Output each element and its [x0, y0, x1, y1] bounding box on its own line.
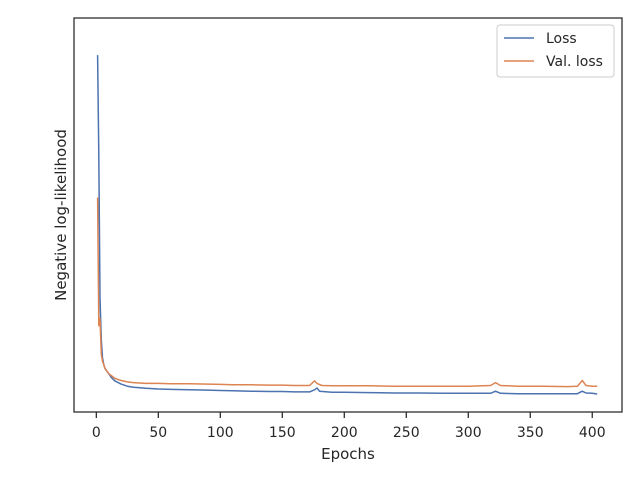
- x-tick-label: 50: [149, 425, 167, 441]
- x-tick-label: 300: [455, 425, 482, 441]
- x-tick-label: 150: [269, 425, 296, 441]
- series-line-val-loss: [96, 197, 598, 388]
- axes-frame: [73, 17, 623, 413]
- plot-area: [96, 55, 598, 395]
- x-axis-ticks: 0 50 100 150 200 250 300 350 400: [92, 412, 606, 441]
- x-axis-label: Epochs: [321, 445, 375, 463]
- legend: Loss Val. loss: [496, 24, 615, 78]
- legend-label-val-loss: Val. loss: [546, 54, 603, 70]
- x-tick-label: 0: [92, 425, 101, 441]
- x-tick-label: 100: [207, 425, 234, 441]
- y-axis-label: Negative log-likelihood: [52, 129, 70, 301]
- x-tick-label: 350: [517, 425, 544, 441]
- x-tick-label: 200: [331, 425, 358, 441]
- legend-label-loss: Loss: [546, 31, 577, 47]
- series-line-loss: [96, 55, 598, 395]
- x-tick-label: 250: [393, 425, 420, 441]
- x-tick-label: 400: [579, 425, 606, 441]
